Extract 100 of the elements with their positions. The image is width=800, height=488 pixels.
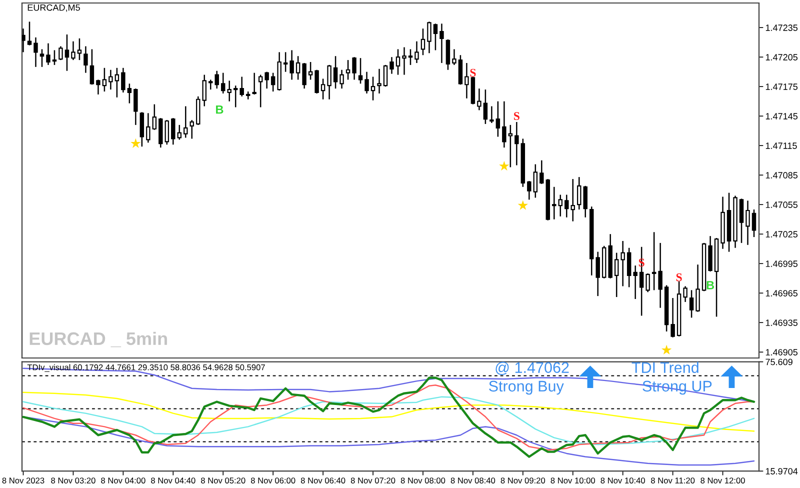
chart-title: EURCAD,M5	[28, 4, 80, 12]
candlestick	[71, 40, 76, 61]
candlestick	[452, 48, 456, 66]
candlestick	[396, 48, 400, 76]
candlestick	[340, 69, 344, 90]
annotation: @ 1.47062	[496, 362, 569, 375]
candlestick	[383, 64, 388, 88]
annotation: B	[216, 105, 224, 114]
candlestick	[77, 38, 82, 61]
candlestick	[420, 28, 426, 56]
candlestick	[502, 100, 506, 148]
y-tick-label: 1.47235	[766, 24, 798, 31]
y-tick-label: 1.46905	[766, 349, 798, 356]
y-tick-label: 1.46965	[766, 290, 798, 296]
candlestick	[527, 180, 532, 200]
annotation: S	[514, 112, 520, 120]
annotation: S	[470, 68, 476, 77]
y-tick-label: 15.9704	[766, 468, 798, 474]
candlestick	[370, 76, 376, 101]
candlestick	[352, 56, 356, 80]
candlestick	[746, 200, 750, 246]
candlestick	[652, 232, 656, 291]
candlestick	[171, 117, 176, 146]
candlestick	[22, 28, 26, 53]
candlestick	[564, 194, 569, 218]
candlestick	[314, 69, 319, 94]
candlestick	[483, 88, 488, 125]
candlestick	[164, 119, 170, 146]
candlestick	[670, 297, 675, 338]
x-tick-label: 8 Nov 04:00	[101, 478, 146, 484]
x-tick-label: 8 Nov 08:00	[400, 478, 446, 484]
candlestick	[240, 76, 244, 98]
candlestick	[258, 74, 263, 108]
candlestick	[58, 46, 63, 61]
candlestick	[264, 71, 269, 90]
y-tick-label: 75.609	[766, 358, 792, 366]
candlestick	[633, 264, 638, 300]
x-tick-label: 8 Nov 04:40	[151, 478, 196, 484]
candlestick	[364, 71, 369, 94]
y-tick-label: 1.47025	[766, 231, 798, 238]
candlestick	[46, 42, 50, 66]
candlestick	[84, 46, 88, 74]
annotation: B	[706, 281, 714, 290]
x-tick-label: 8 Nov 03:20	[51, 478, 96, 484]
x-tick-label: 8 Nov 12:00	[700, 478, 745, 484]
candlestick	[646, 272, 650, 293]
candlestick	[446, 38, 450, 70]
candlestick	[583, 185, 588, 218]
candlestick	[414, 40, 419, 64]
candlestick	[683, 286, 688, 303]
candlestick	[214, 70, 219, 90]
candlestick	[327, 64, 332, 100]
candlestick	[308, 61, 313, 80]
x-tick-label: 8 Nov 10:40	[600, 478, 645, 484]
candlestick	[508, 124, 513, 168]
y-tick-label: 1.46935	[766, 320, 798, 326]
candlestick	[614, 252, 619, 298]
y-tick-label: 1.47175	[766, 84, 798, 90]
candlestick	[696, 264, 700, 312]
candlestick	[27, 21, 32, 46]
candlestick	[114, 67, 120, 98]
y-tick-label: 1.47145	[766, 113, 798, 120]
candlestick	[96, 79, 100, 96]
candlestick	[152, 104, 157, 130]
annotation: Strong Buy	[489, 380, 564, 395]
candlestick	[296, 55, 300, 80]
candlestick	[496, 100, 500, 138]
annotation: TDI Trend	[632, 362, 698, 374]
candlestick	[121, 67, 126, 94]
candlestick	[146, 112, 150, 144]
candlestick	[458, 54, 463, 86]
x-tick-label: 8 Nov 06:00	[250, 478, 296, 484]
point	[661, 344, 672, 354]
candlestick	[140, 112, 144, 148]
candlestick	[190, 119, 194, 140]
point	[499, 160, 510, 171]
candlestick	[302, 62, 306, 90]
point	[518, 200, 528, 210]
y-tick-label: 1.47115	[766, 142, 797, 149]
candlestick	[320, 78, 326, 100]
candlestick	[464, 62, 469, 100]
candlestick	[408, 48, 413, 66]
candlestick	[689, 290, 694, 318]
candlestick	[577, 176, 582, 210]
y-tick-label: 1.46995	[766, 260, 798, 267]
point	[130, 138, 141, 148]
line-series	[22, 396, 755, 446]
y-tick-label: 1.47085	[766, 172, 798, 178]
x-tick-label: 8 Nov 06:40	[300, 478, 346, 484]
candlestick	[377, 68, 382, 94]
candlestick	[477, 88, 482, 111]
y-tick-label: 1.47055	[766, 202, 798, 208]
candlestick	[490, 106, 494, 124]
x-tick-label: 8 Nov 10:00	[550, 478, 596, 484]
annotation: S	[676, 273, 682, 282]
candlestick	[626, 247, 632, 288]
candlestick	[283, 52, 288, 72]
candlestick	[558, 194, 562, 218]
x-tick-label: 8 Nov 08:40	[450, 478, 496, 484]
candlestick	[34, 36, 38, 68]
